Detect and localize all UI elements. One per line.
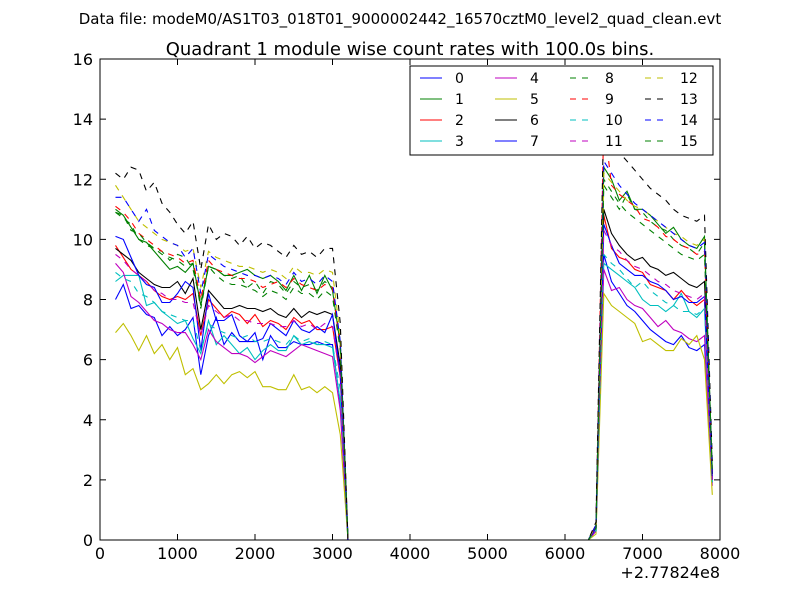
series-line-5 — [115, 291, 713, 540]
y-tick-label: 16 — [73, 50, 93, 69]
series-line-8 — [115, 183, 713, 540]
series-line-3 — [115, 262, 713, 540]
legend-label-1: 1 — [455, 92, 464, 108]
legend-label-8: 8 — [605, 71, 614, 87]
y-tick-label: 12 — [73, 170, 93, 189]
legend-frame — [409, 65, 714, 156]
series-line-11 — [115, 230, 713, 540]
y-tick-label: 10 — [73, 230, 93, 249]
x-offset-label: +2.77824e8 — [620, 563, 720, 582]
x-tick-label: 5000 — [467, 544, 508, 563]
y-tick-label: 0 — [83, 531, 93, 550]
x-tick-label: 0 — [95, 544, 105, 563]
series-line-15 — [115, 177, 713, 540]
series-line-6 — [115, 209, 713, 540]
axis-ticks: 0 1000 2000 3000 4000 5000 6000 7000 80000246810… — [73, 50, 741, 563]
x-tick-label: 1000 — [157, 544, 198, 563]
series-line-13 — [115, 109, 713, 540]
legend-label-11: 11 — [605, 134, 623, 150]
x-tick-label: 8000 — [700, 544, 741, 563]
legend-label-9: 9 — [605, 92, 614, 108]
series-line-4 — [115, 263, 713, 540]
x-tick-label: 3000 — [312, 544, 353, 563]
x-tick-label: 4000 — [390, 544, 431, 563]
legend-label-15: 15 — [680, 134, 698, 150]
legend-label-2: 2 — [455, 113, 464, 129]
series-line-7 — [115, 224, 713, 540]
suptitle: Data file: modeM0/AS1T03_018T01_90000024… — [79, 10, 722, 29]
series-line-0 — [115, 254, 713, 540]
x-tick-label: 2000 — [235, 544, 276, 563]
chart-title: Quadrant 1 module wise count rates with … — [166, 39, 655, 60]
legend-label-7: 7 — [530, 134, 539, 150]
y-tick-label: 2 — [83, 471, 93, 490]
legend-label-4: 4 — [530, 71, 539, 87]
legend-label-14: 14 — [680, 113, 698, 129]
legend-label-6: 6 — [530, 113, 539, 129]
x-tick-label: 7000 — [622, 544, 663, 563]
legend-label-0: 0 — [455, 71, 464, 87]
legend-label-10: 10 — [605, 113, 623, 129]
series-line-10 — [115, 252, 713, 540]
series-line-9 — [115, 119, 713, 540]
x-tick-label: 6000 — [545, 544, 586, 563]
series-layer — [115, 109, 713, 540]
y-tick-label: 4 — [83, 411, 93, 430]
legend-label-3: 3 — [455, 134, 464, 150]
series-line-12 — [115, 171, 713, 540]
y-tick-label: 14 — [73, 110, 93, 129]
series-line-2 — [115, 215, 713, 540]
legend-label-12: 12 — [680, 71, 698, 87]
series-line-14 — [115, 159, 713, 540]
y-tick-label: 8 — [83, 291, 93, 310]
legend-label-13: 13 — [680, 92, 698, 108]
legend-label-5: 5 — [530, 92, 539, 108]
y-tick-label: 6 — [83, 351, 93, 370]
